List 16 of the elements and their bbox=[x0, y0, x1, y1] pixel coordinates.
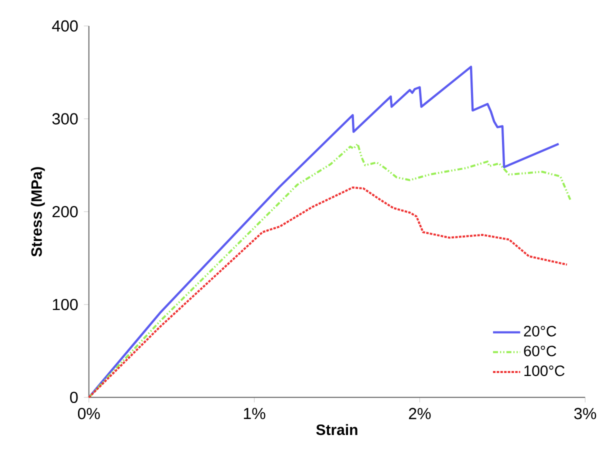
legend-label: 100°C bbox=[524, 365, 565, 376]
y-axis-title: Stress (MPa) bbox=[30, 166, 45, 256]
line-series bbox=[88, 186, 568, 398]
line-series bbox=[88, 142, 572, 398]
y-tick-label: 100 bbox=[52, 298, 78, 310]
x-axis-title: Strain bbox=[316, 424, 358, 435]
x-tick-label: 2% bbox=[408, 408, 431, 420]
y-tick-label: 400 bbox=[52, 20, 78, 32]
x-tick-label: 0% bbox=[78, 408, 100, 420]
legend-label: 60°C bbox=[524, 346, 556, 356]
y-tick-label: 300 bbox=[52, 113, 78, 124]
y-tick-label: 200 bbox=[52, 206, 78, 218]
legend-label: 20°C bbox=[524, 326, 556, 336]
y-tick-label: 0 bbox=[70, 392, 78, 403]
x-tick-label: 3% bbox=[574, 408, 596, 420]
x-tick-label: 1% bbox=[244, 408, 266, 419]
